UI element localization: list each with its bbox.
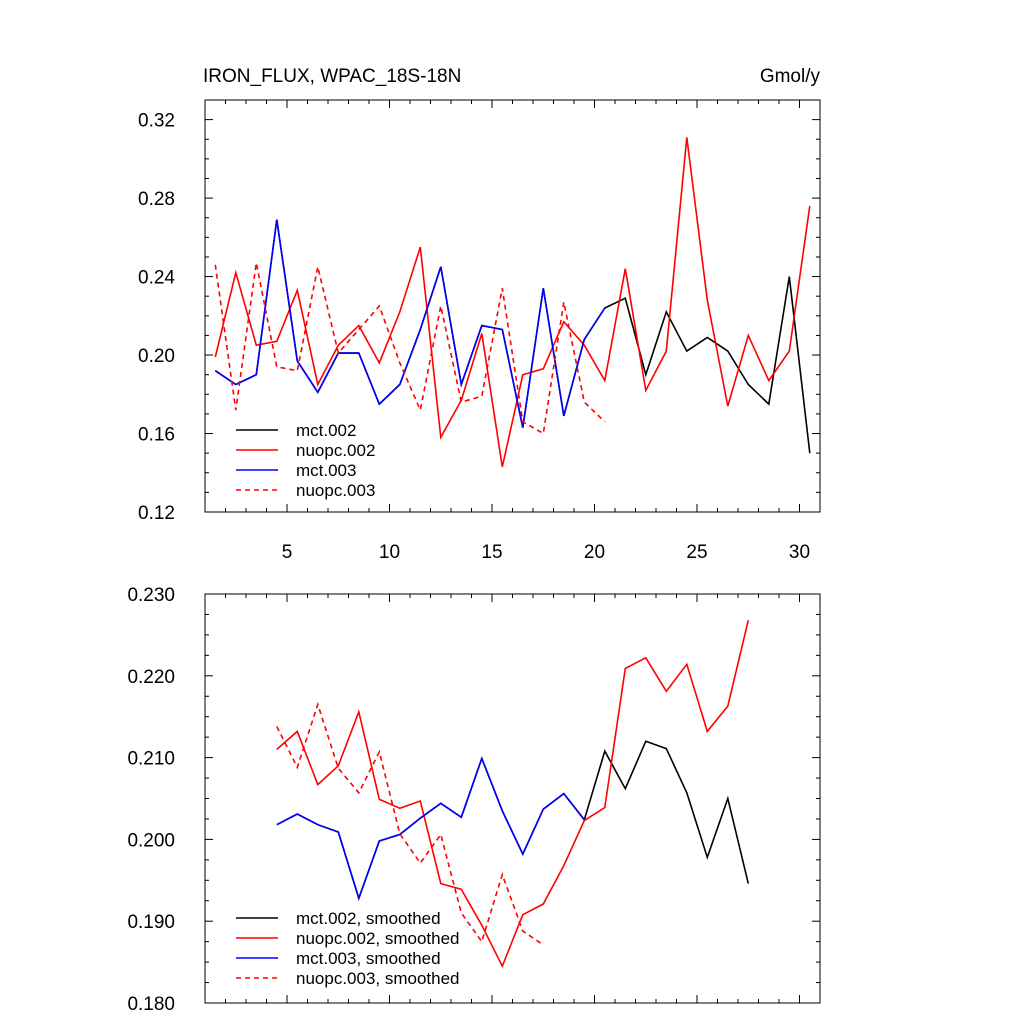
legend-label: mct.003: [296, 461, 356, 480]
legend-label: nuopc.003, smoothed: [296, 969, 460, 988]
legend-label: mct.002, smoothed: [296, 909, 441, 928]
series-line: [214, 137, 811, 468]
chart-title: IRON_FLUX, WPAC_18S-18N: [203, 66, 461, 87]
series-line: [276, 620, 750, 969]
x-tick-label: 30: [789, 542, 810, 563]
series-line: [276, 756, 585, 901]
y-tick-label: 0.12: [138, 503, 175, 524]
y-tick-label: 0.180: [127, 994, 175, 1015]
series-line: [214, 262, 606, 435]
series-line: [276, 701, 544, 946]
series-line: [214, 219, 606, 428]
x-tick-label: 25: [686, 542, 707, 563]
y-tick-label: 0.230: [127, 585, 175, 606]
series-line: [276, 740, 750, 901]
y-tick-label: 0.24: [138, 268, 175, 289]
y-tick-label: 0.32: [138, 111, 175, 132]
legend-label: nuopc.002: [296, 441, 375, 460]
x-tick-label: 20: [584, 542, 605, 563]
bottom-panel: 0.180 0.190 0.200 0.210 0.220 0.230 mct.002, s…: [127, 585, 821, 1015]
legend-label: mct.002: [296, 421, 356, 440]
y-tick-label: 0.190: [127, 912, 175, 933]
x-tick-label: 5: [282, 542, 293, 563]
y-tick-label: 0.16: [138, 425, 175, 446]
legend-label: nuopc.002, smoothed: [296, 929, 460, 948]
y-tick-label: 0.200: [127, 830, 175, 851]
y-tick-label: 0.20: [138, 346, 175, 367]
legend-label: nuopc.003: [296, 481, 375, 500]
x-tick-label: 10: [379, 542, 400, 563]
y-tick-label: 0.210: [127, 749, 175, 770]
units-label: Gmol/y: [760, 66, 821, 87]
legend-label: mct.003, smoothed: [296, 949, 441, 968]
y-tick-label: 0.220: [127, 667, 175, 688]
x-tick-label: 15: [481, 542, 502, 563]
top-panel: 0.12 0.16 0.20 0.24 0.28 0.32 5 10 15 20 25 30 mct.0…: [138, 99, 821, 563]
y-tick-label: 0.28: [138, 189, 175, 210]
